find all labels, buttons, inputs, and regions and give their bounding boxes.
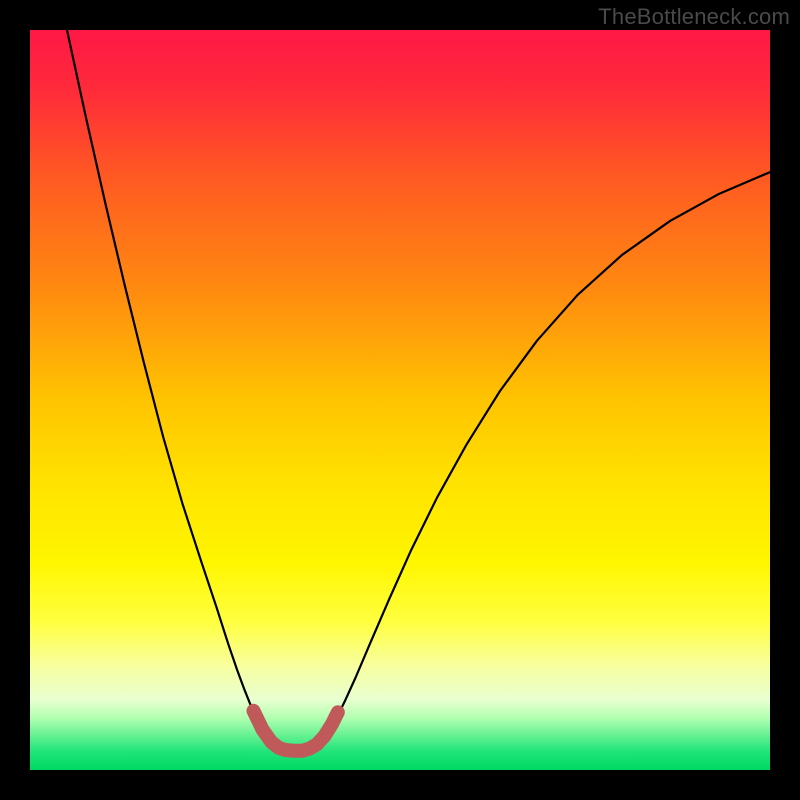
- bottleneck-chart-svg: [0, 0, 800, 800]
- watermark-text: TheBottleneck.com: [598, 4, 790, 30]
- chart-stage: TheBottleneck.com: [0, 0, 800, 800]
- gradient-plot-area: [30, 30, 770, 770]
